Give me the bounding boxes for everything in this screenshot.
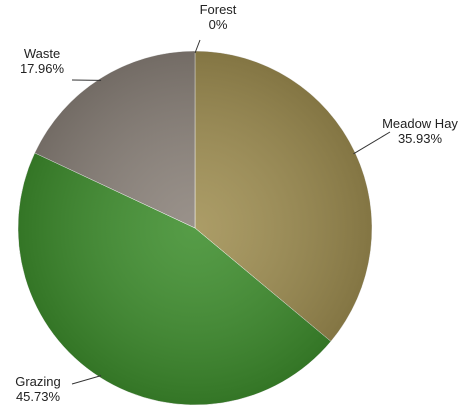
chart: Forest0% Meadow Hay35.93% Grazing45.73% Was… — [0, 0, 471, 413]
pie-shading — [18, 51, 372, 405]
slice-value-label: 45.73% — [16, 389, 61, 404]
slice-label: Forest — [200, 2, 237, 17]
slice-value-label: 0% — [209, 17, 228, 32]
slice-label: Grazing — [15, 374, 61, 389]
slice-value-label: 17.96% — [20, 61, 65, 76]
leader-line — [354, 132, 390, 154]
leader-line — [72, 376, 101, 384]
slice-label: Meadow Hay — [382, 116, 458, 131]
slice-value-label: 35.93% — [398, 131, 443, 146]
slice-label: Waste — [24, 46, 60, 61]
